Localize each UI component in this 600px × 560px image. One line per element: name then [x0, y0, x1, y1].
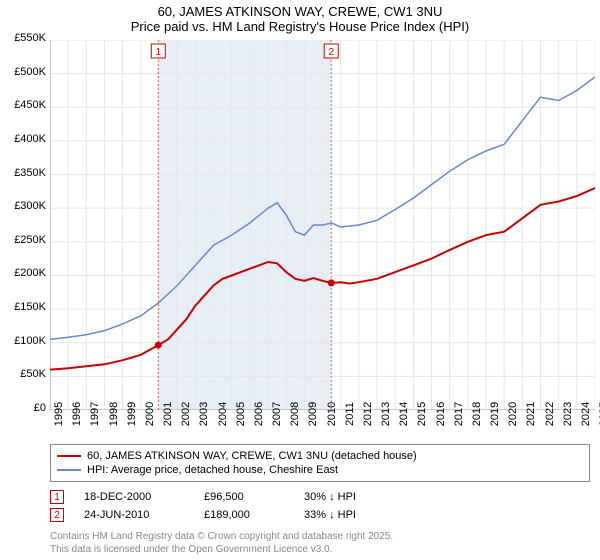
x-tick-label: 2017 [453, 402, 465, 426]
event-diff: 33% ↓ HPI [304, 509, 356, 521]
x-tick-label: 2009 [307, 402, 319, 426]
x-tick-label: 1995 [53, 402, 65, 426]
event-price: £96,500 [204, 491, 284, 503]
x-tick-label: 1999 [126, 402, 138, 426]
x-tick-label: 2015 [416, 402, 428, 426]
y-tick-label: £0 [34, 402, 46, 414]
y-axis-labels: £0£50K£100K£150K£200K£250K£300K£350K£400… [0, 38, 48, 408]
x-tick-label: 1998 [108, 402, 120, 426]
y-tick-label: £450K [14, 99, 46, 111]
chart-plot-area: 12 [50, 40, 595, 410]
y-tick-label: £500K [14, 66, 46, 78]
event-date: 24-JUN-2010 [84, 509, 184, 521]
x-tick-label: 2001 [162, 402, 174, 426]
legend-swatch [57, 455, 81, 457]
chart-subtitle: Price paid vs. HM Land Registry's House … [0, 19, 600, 40]
event-diff: 30% ↓ HPI [304, 491, 356, 503]
footer-line-1: Contains HM Land Registry data © Crown c… [50, 530, 590, 543]
x-tick-label: 2011 [344, 402, 356, 426]
event-date: 18-DEC-2000 [84, 491, 184, 503]
event-marker-icon: 1 [50, 490, 64, 504]
x-tick-label: 1997 [89, 402, 101, 426]
events-table: 1 18-DEC-2000 £96,500 30% ↓ HPI 2 24-JUN-2010… [50, 488, 590, 524]
x-tick-label: 2019 [489, 402, 501, 426]
x-tick-label: 2023 [562, 402, 574, 426]
y-tick-label: £150K [14, 301, 46, 313]
x-tick-label: 2012 [362, 402, 374, 426]
legend-item: 60, JAMES ATKINSON WAY, CREWE, CW1 3NU (… [57, 449, 583, 463]
y-tick-label: £100K [14, 335, 46, 347]
chart-svg: 12 [50, 40, 595, 410]
y-tick-label: £550K [14, 32, 46, 44]
y-tick-label: £350K [14, 167, 46, 179]
x-tick-label: 1996 [71, 402, 83, 426]
y-tick-label: £200K [14, 267, 46, 279]
x-tick-label: 2003 [198, 402, 210, 426]
x-axis-labels: 1995199619971998199920002001200220032004… [50, 410, 595, 440]
chart-container: 60, JAMES ATKINSON WAY, CREWE, CW1 3NU P… [0, 0, 600, 560]
x-tick-label: 2022 [544, 402, 556, 426]
x-tick-label: 2008 [289, 402, 301, 426]
x-tick-label: 2016 [435, 402, 447, 426]
x-tick-label: 2005 [235, 402, 247, 426]
legend-label: HPI: Average price, detached house, Ches… [87, 464, 338, 476]
event-marker-icon: 2 [50, 508, 64, 522]
y-tick-label: £300K [14, 200, 46, 212]
x-tick-label: 2013 [380, 402, 392, 426]
svg-text:1: 1 [155, 47, 161, 58]
event-price: £189,000 [204, 509, 284, 521]
x-tick-label: 2020 [507, 402, 519, 426]
y-tick-label: £400K [14, 133, 46, 145]
x-tick-label: 2002 [180, 402, 192, 426]
x-tick-label: 2006 [253, 402, 265, 426]
x-tick-label: 2004 [217, 402, 229, 426]
y-tick-label: £250K [14, 234, 46, 246]
x-tick-label: 2024 [580, 402, 592, 426]
x-tick-label: 2018 [471, 402, 483, 426]
legend-label: 60, JAMES ATKINSON WAY, CREWE, CW1 3NU (… [87, 450, 417, 462]
chart-title: 60, JAMES ATKINSON WAY, CREWE, CW1 3NU [0, 0, 600, 19]
y-tick-label: £50K [20, 368, 46, 380]
legend-box: 60, JAMES ATKINSON WAY, CREWE, CW1 3NU (… [50, 444, 590, 482]
footer-line-2: This data is licensed under the Open Gov… [50, 543, 590, 556]
x-tick-label: 2010 [326, 402, 338, 426]
legend-item: HPI: Average price, detached house, Ches… [57, 463, 583, 477]
svg-text:2: 2 [328, 47, 334, 58]
footer-attribution: Contains HM Land Registry data © Crown c… [50, 530, 590, 556]
event-row: 1 18-DEC-2000 £96,500 30% ↓ HPI [50, 488, 590, 506]
x-tick-label: 2014 [398, 402, 410, 426]
event-row: 2 24-JUN-2010 £189,000 33% ↓ HPI [50, 506, 590, 524]
x-tick-label: 2000 [144, 402, 156, 426]
x-tick-label: 2021 [525, 402, 537, 426]
x-tick-label: 2007 [271, 402, 283, 426]
legend-swatch [57, 469, 81, 471]
